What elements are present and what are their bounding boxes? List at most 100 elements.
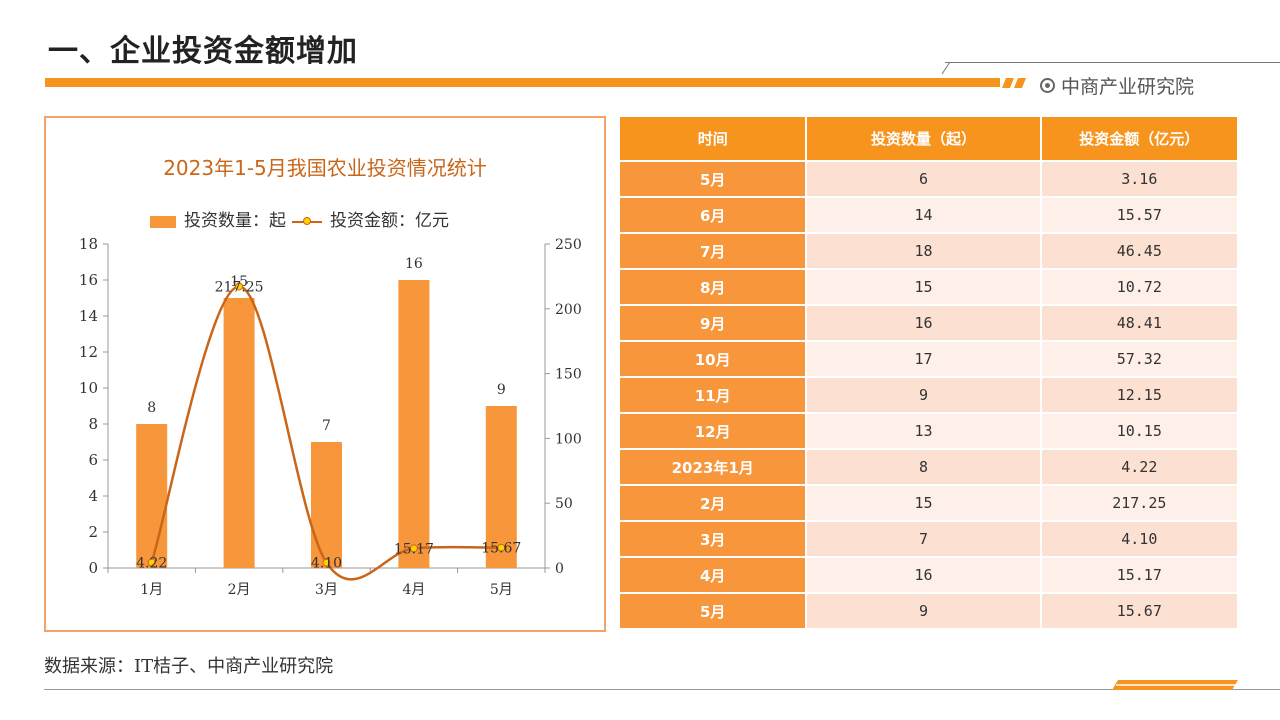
x-tick-label: 4月 xyxy=(402,582,425,598)
table-cell-count: 16 xyxy=(806,556,1042,593)
line-point xyxy=(497,543,506,552)
table-header-row: 时间 投资数量（起） 投资金额（亿元） xyxy=(620,117,1240,161)
table-row: 11月 9 12.15 xyxy=(620,376,1240,413)
y-tick-label: 2 xyxy=(88,523,98,541)
chart-panel: 2023年1-5月我国农业投资情况统计 投资数量：起 投资金额：亿元 0 2 4 6 8 1… xyxy=(44,116,606,632)
table-cell-amount: 46.45 xyxy=(1040,232,1240,269)
bar xyxy=(136,424,168,568)
page-title: 一、企业投资金额增加 xyxy=(48,34,358,69)
table-row: 9月 16 48.41 xyxy=(620,304,1240,341)
y-tick-label: 10 xyxy=(79,379,98,397)
header-rule xyxy=(945,62,1280,63)
brand-name: 中商产业研究院 xyxy=(1040,72,1194,99)
legend-line-swatch xyxy=(292,216,322,225)
y-tick-label: 4 xyxy=(88,487,98,505)
table-cell-period: 8月 xyxy=(620,268,808,305)
table-cell-amount: 10.15 xyxy=(1040,412,1240,449)
table-row: 7月 18 46.45 xyxy=(620,232,1240,269)
data-table: 时间 投资数量（起） 投资金额（亿元） 5月 6 3.16 6月 14 15.57 7月 18… xyxy=(620,117,1240,628)
line-value-label: 15.17 xyxy=(394,541,434,557)
line-point xyxy=(147,558,156,567)
table-cell-count: 8 xyxy=(806,448,1042,485)
line-point xyxy=(235,282,244,291)
y-tick-label: 8 xyxy=(88,415,98,433)
y-tick-label: 12 xyxy=(79,343,98,361)
y-tick-label: 14 xyxy=(79,307,98,325)
table-cell-count: 7 xyxy=(806,520,1042,557)
bar xyxy=(223,298,255,568)
line-point xyxy=(322,558,331,567)
table-cell-count: 9 xyxy=(806,376,1042,413)
table-cell-amount: 4.10 xyxy=(1040,520,1240,557)
bar-value-label: 8 xyxy=(147,400,156,416)
brand-label: 中商产业研究院 xyxy=(1061,76,1195,98)
line-value-label: 15.67 xyxy=(481,541,521,557)
line-point xyxy=(409,544,418,553)
table-cell-amount: 57.32 xyxy=(1040,340,1240,377)
table-cell-amount: 4.22 xyxy=(1040,448,1240,485)
y2-tick-label: 100 xyxy=(555,431,582,447)
x-tick-label: 2月 xyxy=(228,582,251,598)
y2-tick-label: 0 xyxy=(555,561,564,577)
table-cell-amount: 48.41 xyxy=(1040,304,1240,341)
table-row: 10月 17 57.32 xyxy=(620,340,1240,377)
table-header-cell: 投资金额（亿元） xyxy=(1040,117,1240,161)
table-cell-period: 2023年1月 xyxy=(620,448,808,485)
bar-value-label: 15 xyxy=(230,274,248,290)
title-accent-bar xyxy=(45,78,1000,87)
table-row: 8月 15 10.72 xyxy=(620,268,1240,305)
table-cell-count: 15 xyxy=(806,268,1042,305)
table-cell-period: 6月 xyxy=(620,196,808,233)
legend-bar-swatch xyxy=(150,215,176,228)
x-tick-label: 1月 xyxy=(140,582,163,598)
table-row: 4月 16 15.17 xyxy=(620,556,1240,593)
table-row: 5月 9 15.67 xyxy=(620,592,1240,628)
table-cell-count: 15 xyxy=(806,484,1042,521)
table-cell-amount: 10.72 xyxy=(1040,268,1240,305)
table-cell-period: 5月 xyxy=(620,160,808,197)
bar-value-label: 9 xyxy=(497,382,506,398)
y2-tick-label: 250 xyxy=(555,237,582,253)
y-tick-label: 0 xyxy=(88,559,98,577)
header-rule-tick xyxy=(941,61,951,75)
table-cell-period: 2月 xyxy=(620,484,808,521)
table-cell-period: 4月 xyxy=(620,556,808,593)
table-cell-amount: 217.25 xyxy=(1040,484,1240,521)
table-cell-period: 9月 xyxy=(620,304,808,341)
table-cell-period: 7月 xyxy=(620,232,808,269)
title-slash-decoration xyxy=(1002,78,1026,88)
table-cell-period: 12月 xyxy=(620,412,808,449)
table-cell-period: 3月 xyxy=(620,520,808,557)
table-cell-period: 10月 xyxy=(620,340,808,377)
table-row: 2月 15 217.25 xyxy=(620,484,1240,521)
table-cell-count: 18 xyxy=(806,232,1042,269)
footer-rule xyxy=(44,689,1280,690)
table-cell-amount: 15.67 xyxy=(1040,592,1240,628)
table-row: 5月 6 3.16 xyxy=(620,160,1240,197)
y2-tick-label: 150 xyxy=(555,367,582,383)
y2-tick-label: 200 xyxy=(555,302,582,318)
x-tick-label: 5月 xyxy=(490,582,513,598)
legend-bar-label: 投资数量：起 xyxy=(184,211,286,231)
x-tick-label: 3月 xyxy=(315,582,338,598)
table-row: 12月 13 10.15 xyxy=(620,412,1240,449)
table-header-cell: 投资数量（起） xyxy=(806,117,1042,161)
table-cell-amount: 3.16 xyxy=(1040,160,1240,197)
table-cell-count: 16 xyxy=(806,304,1042,341)
table-cell-count: 13 xyxy=(806,412,1042,449)
table-cell-count: 9 xyxy=(806,592,1042,628)
y-tick-label: 16 xyxy=(79,271,98,289)
bar xyxy=(311,442,342,568)
table-row: 3月 7 4.10 xyxy=(620,520,1240,557)
footer-decoration xyxy=(1112,680,1238,690)
table-cell-count: 14 xyxy=(806,196,1042,233)
bar-value-label: 7 xyxy=(322,418,331,434)
table-cell-period: 5月 xyxy=(620,592,808,628)
data-source-note: 数据来源：IT桔子、中商产业研究院 xyxy=(44,656,334,677)
table-cell-amount: 15.17 xyxy=(1040,556,1240,593)
bar xyxy=(398,280,430,568)
legend-line-label: 投资金额：亿元 xyxy=(330,211,449,231)
line-value-label: 217.25 xyxy=(215,279,264,295)
table-cell-period: 11月 xyxy=(620,376,808,413)
line-value-label: 4.22 xyxy=(136,556,167,572)
